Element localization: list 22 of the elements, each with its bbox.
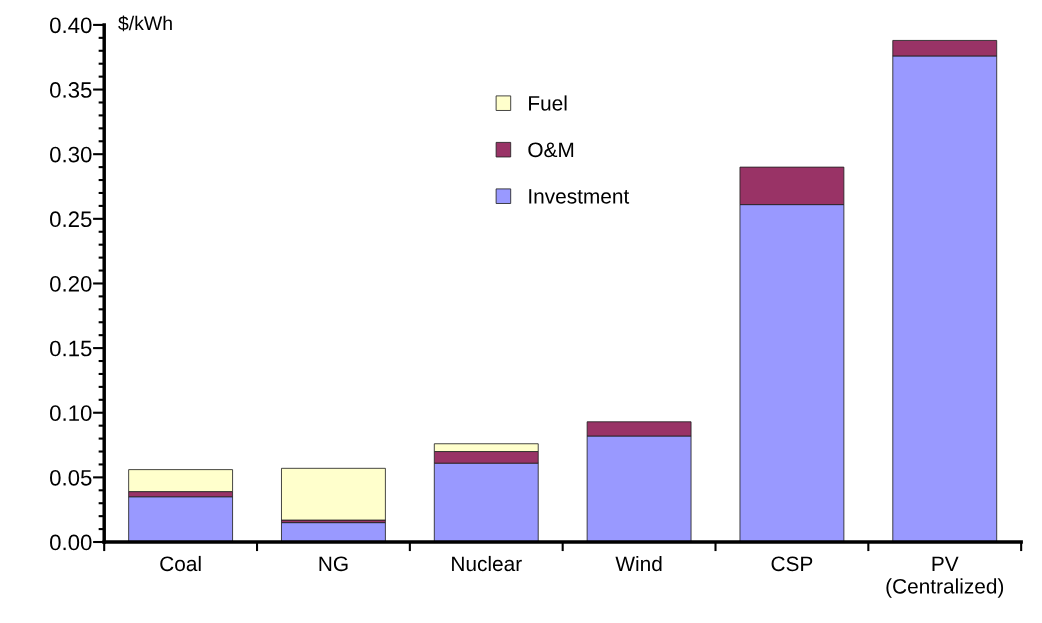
legend-label: O&M	[528, 142, 574, 158]
x-tick-label: NG	[319, 556, 348, 572]
bar	[128, 496, 233, 543]
bar	[281, 467, 386, 521]
bar	[128, 469, 233, 493]
y-tick-label: 0.20	[50, 276, 92, 292]
x-tick-label: Wind	[615, 555, 662, 572]
legend-label: Fuel	[529, 95, 567, 111]
y-tick-label: 0.00	[50, 534, 92, 551]
x-tick-label: Nuclear	[452, 555, 522, 572]
y-tick-label: 0.40	[50, 17, 92, 34]
y-tick-label: 0.10	[50, 405, 92, 422]
y-tick-label: 0.15	[50, 340, 92, 357]
y-tick-label: 0.35	[50, 82, 92, 98]
x-tick-label: CSP	[771, 556, 813, 572]
y-axis-title: $/kWh	[118, 15, 172, 32]
x-tick-label: PV (Centralized)	[886, 556, 1004, 598]
y-tick-label: 0.05	[50, 469, 92, 486]
x-tick-label: Coal	[160, 555, 201, 572]
y-tick-label: 0.30	[50, 146, 92, 163]
legend-label: Investment	[529, 189, 630, 204]
y-tick-label: 0.25	[50, 211, 92, 228]
